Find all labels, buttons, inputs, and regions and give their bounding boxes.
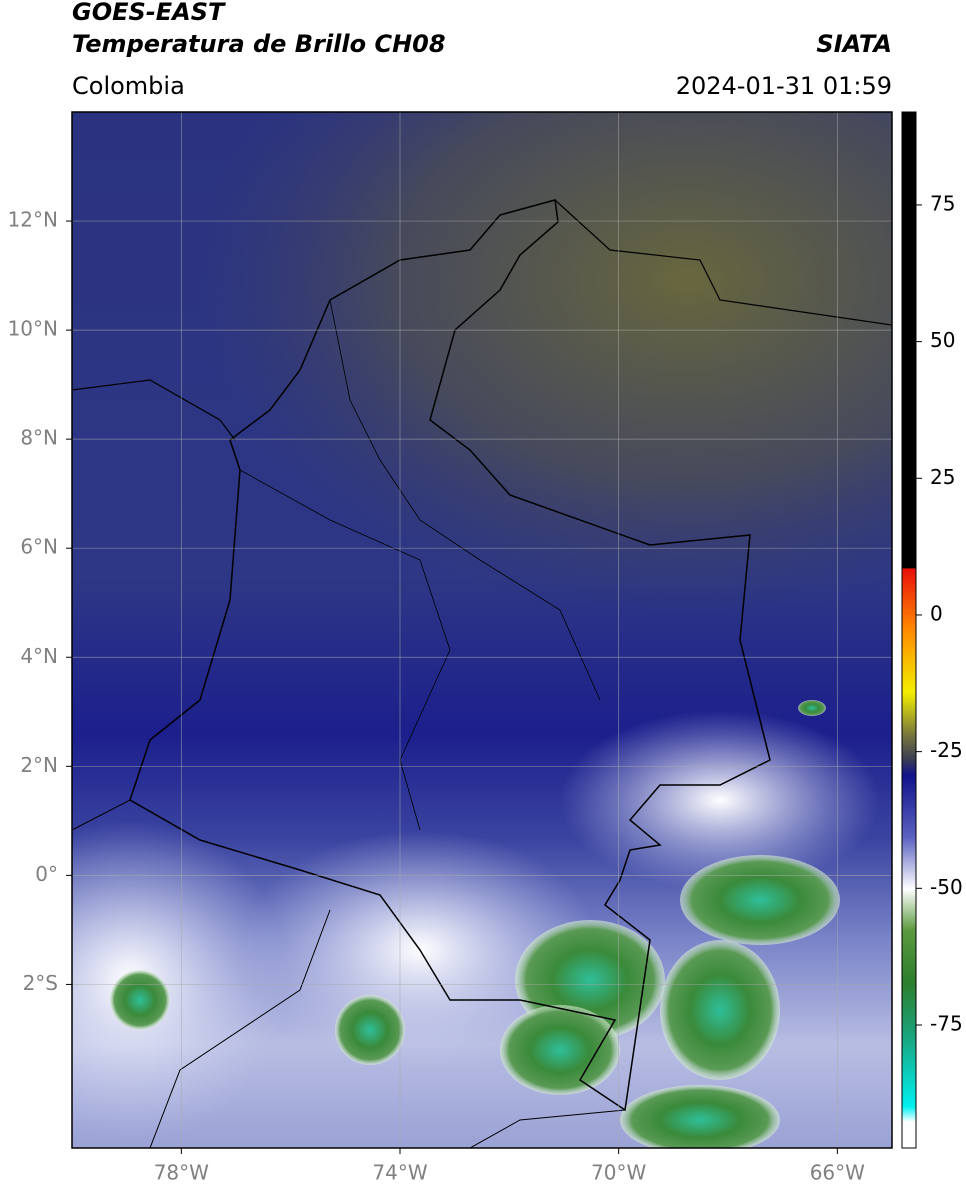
cloud-cold — [680, 855, 840, 945]
source: SIATA — [816, 30, 892, 58]
cloud-cold — [335, 995, 405, 1065]
cloud — [560, 710, 880, 890]
colorbar-tick-label: 25 — [930, 465, 955, 489]
department-border — [239, 299, 601, 831]
colorbar-tick-label: 0 — [930, 601, 943, 625]
lat-tick-label: 2°N — [20, 753, 58, 777]
lat-tick-label: 10°N — [8, 317, 58, 341]
map-image — [72, 112, 892, 1148]
coastline — [554, 199, 892, 326]
lon-tick-label: 78°W — [154, 1161, 209, 1185]
cloud-cold — [798, 700, 826, 716]
lat-tick-label: 12°N — [8, 208, 58, 232]
colorbar-tick-label: 50 — [930, 328, 955, 352]
region: Colombia — [72, 72, 185, 100]
datetime: 2024-01-31 01:59 — [676, 72, 892, 100]
country-border — [129, 199, 771, 1112]
cloud — [72, 820, 290, 1140]
cloud-cold — [500, 1005, 620, 1095]
colorbar-tick-label: -25 — [930, 738, 963, 762]
lon-tick-label: 74°W — [372, 1161, 427, 1185]
colorbar-tick-label: -50 — [930, 875, 963, 899]
warm-region — [72, 112, 892, 672]
lon-tick-label: 70°W — [591, 1161, 646, 1185]
border — [72, 799, 626, 1148]
cloud-cold — [660, 940, 780, 1080]
colorbar-tick-label: -75 — [930, 1011, 963, 1035]
colorbar-tick-label: 75 — [930, 191, 955, 215]
cloud-cold — [620, 1085, 780, 1148]
cloud-cold — [110, 970, 170, 1030]
subtitle: Temperatura de Brillo CH08 — [72, 30, 446, 58]
title: GOES-EAST — [72, 0, 226, 26]
colorbar — [901, 111, 917, 1149]
lat-tick-label: 0° — [35, 862, 58, 886]
lat-tick-label: 4°N — [20, 644, 58, 668]
lat-tick-label: 8°N — [20, 426, 58, 450]
lat-tick-label: 2°S — [23, 971, 58, 995]
lat-tick-label: 6°N — [20, 535, 58, 559]
coastline — [72, 379, 236, 441]
map-frame — [71, 111, 893, 1149]
lon-tick-label: 66°W — [810, 1161, 865, 1185]
